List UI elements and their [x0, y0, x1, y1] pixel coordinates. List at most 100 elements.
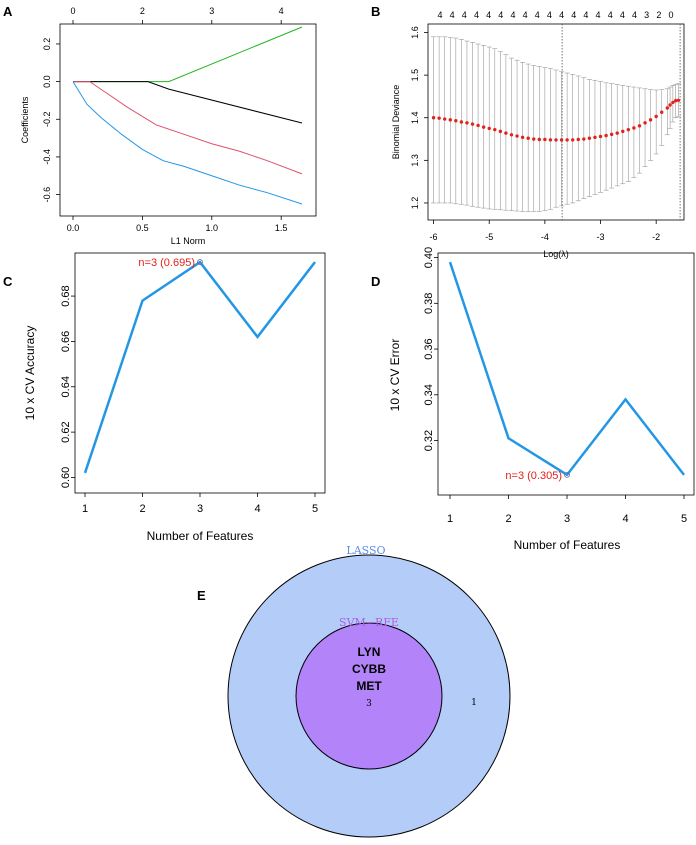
panel-b-point	[554, 138, 558, 142]
panel-c-xlabel: Number of Features	[147, 529, 254, 543]
panel-b-point	[587, 136, 592, 140]
panel-b-top-tick-label: 0	[668, 10, 673, 20]
panel-c-frame	[74, 252, 326, 494]
panel-b-top-tick-label: 4	[486, 10, 491, 20]
panel-b-top-tick-label: 4	[437, 10, 442, 20]
panel-b-point	[665, 106, 670, 110]
panel-b-point	[676, 98, 681, 102]
panel-c-xtick-label: 2	[139, 503, 145, 515]
panel-d-ytick-label: 0.34	[423, 384, 435, 405]
panel-b-top-tick-label: 4	[596, 10, 601, 20]
panel-c-xtick-label: 4	[254, 503, 260, 515]
panel-b-top-tick-label: 4	[535, 10, 540, 20]
panel-b-frame	[427, 23, 685, 221]
panel-a-ytick-label: -0.4	[42, 149, 52, 165]
panel-d-ytick-label: 0.36	[423, 338, 435, 359]
panel-b-point	[476, 123, 480, 128]
panel-b-xtick-label: -3	[597, 232, 605, 242]
panel-b-point	[654, 114, 658, 119]
panel-b-top-tick-label: 4	[523, 10, 528, 20]
panel-b-ytick-label: 1.6	[410, 26, 420, 39]
panel-c-xtick-label: 5	[312, 503, 318, 515]
panel-a-xlabel: L1 Norm	[171, 236, 206, 246]
panel-d-ylabel: 10 x CV Error	[388, 339, 402, 412]
panel-b-point	[509, 133, 514, 137]
panel-label-c: C	[3, 274, 13, 289]
panel-b-point	[660, 110, 664, 114]
panel-b-top-tick-label: 4	[608, 10, 613, 20]
panel-d-xtick-label: 5	[681, 513, 687, 525]
panel-a-xtick-label: 0.5	[136, 223, 149, 233]
panel-d-highlight-point	[564, 471, 570, 478]
panel-a-series-line	[73, 81, 303, 175]
panel-c-ytick-label: 0.62	[60, 421, 72, 442]
panel-c-ytick-label: 0.66	[60, 331, 72, 352]
panel-b-point	[593, 135, 597, 140]
panel-a-ytick-label: -0.6	[42, 187, 52, 203]
panel-d-frame	[437, 252, 695, 496]
panel-b-top-tick-label: 4	[474, 10, 479, 20]
panel-b-point	[465, 121, 469, 125]
panel-a-ytick-label: 0.2	[42, 38, 52, 51]
panel-label-b: B	[371, 4, 380, 19]
panel-b-point	[648, 118, 653, 122]
panel-label-d: D	[371, 274, 380, 289]
panel-b-point	[515, 134, 519, 138]
panel-d-ytick-label: 0.32	[423, 430, 435, 451]
panel-c-annotation: n=3 (0.695)	[138, 257, 195, 269]
panel-b-point	[520, 135, 525, 140]
venn-outer-count: 1	[471, 698, 477, 708]
panel-c-ytick-label: 0.68	[60, 285, 72, 306]
panel-b-point	[598, 134, 603, 139]
panel-b-point	[459, 120, 464, 124]
panel-c-xtick-label: 1	[82, 503, 88, 515]
panel-a-lasso-coefficients: 0.0 0.5 1.0 1.5 -0.6 -0.4 -0.2 0.0 0.2 0 2 3 4 L1 No…	[20, 6, 317, 246]
panel-d-plot: 1 2 3 4 5 0.32 0.34 0.36 0.38 0.40 n=3 (0.305)	[423, 247, 687, 525]
panel-b-top-tick-label: 4	[462, 10, 467, 20]
panel-a-top-tick-label: 4	[279, 6, 284, 16]
panel-b-point	[615, 131, 619, 135]
panel-b-xtick-label: -2	[652, 232, 660, 242]
panel-a-ylabel: Coefficients	[20, 96, 30, 143]
panel-b-point	[621, 129, 625, 134]
panel-a-xtick-label: 1.0	[206, 223, 219, 233]
venn-svm-rfe-label: SVM−RFE	[339, 616, 399, 629]
panel-d-cv-error: 1 2 3 4 5 0.32 0.34 0.36 0.38 0.40 n=3 (0.305) Num…	[388, 247, 695, 552]
panel-c-plot: 1 2 3 4 5 0.60 0.62 0.64 0.66 0.68 n=3 (0.695)	[60, 257, 318, 515]
panel-b-xtick-label: -4	[541, 232, 549, 242]
panel-b-xlabel: Log(λ)	[543, 249, 569, 259]
panel-b-point	[668, 103, 672, 107]
panel-c-series-line	[83, 260, 316, 474]
panel-b-point	[437, 116, 441, 120]
panel-b-point	[543, 137, 547, 142]
panel-b-point	[643, 121, 647, 125]
panel-b-plot: -6 -5 -4 -3 -21.21.31.41.51.64 4 4 4 4 4 4 4 4 4 4 4 4 4 4…	[410, 10, 681, 242]
panel-b-point	[526, 136, 530, 140]
panel-b-point	[565, 138, 569, 142]
panel-b-top-tick-label: 4	[632, 10, 637, 20]
panel-label-e: E	[197, 588, 206, 603]
panel-a-frame	[59, 23, 317, 217]
panel-c-ytick-label: 0.64	[60, 376, 72, 397]
panel-b-point	[673, 98, 678, 103]
panel-b-ytick-label: 1.5	[410, 69, 420, 82]
panel-b-ytick-label: 1.2	[410, 197, 420, 210]
panel-b-xtick-label: -6	[430, 232, 438, 242]
panel-a-xtick-label: 1.5	[275, 223, 288, 233]
panel-e-venn-diagram: LASSO SVM−RFE LYN CYBB MET 3 1	[227, 544, 511, 838]
panel-a-top-tick-label: 3	[209, 6, 214, 16]
panel-b-xtick-label: -5	[485, 232, 493, 242]
panel-d-xtick-label: 4	[622, 513, 628, 525]
panel-b-point	[442, 117, 447, 121]
panel-b-point	[570, 138, 575, 142]
panel-label-a: A	[3, 4, 13, 19]
panel-b-point	[548, 138, 553, 142]
panel-d-ytick-label: 0.38	[423, 293, 435, 314]
panel-d-ytick-label: 0.40	[423, 247, 435, 268]
venn-inner-count: 3	[366, 699, 372, 709]
panel-a-series-line	[73, 81, 303, 124]
panel-b-point	[532, 137, 536, 141]
venn-lasso-label: LASSO	[346, 544, 385, 557]
panel-a-series-line	[72, 81, 303, 205]
panel-b-top-tick-label: 4	[559, 10, 564, 20]
